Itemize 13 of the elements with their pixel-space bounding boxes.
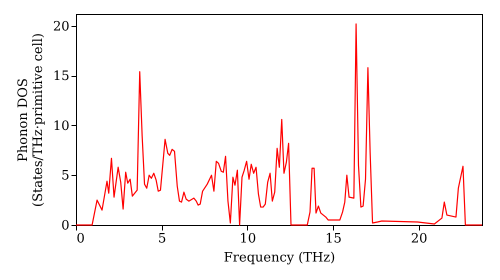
y-tick-label: 5 (61, 168, 70, 184)
y-axis-title: Phonon DOS (States/THz·primitive cell) (16, 32, 46, 208)
y-tick-label: 15 (52, 69, 70, 84)
y-tick-label: 10 (52, 118, 70, 134)
x-tick-label: 15 (325, 232, 342, 246)
x-tick-label: 5 (158, 232, 166, 246)
y-tick-label: 0 (61, 218, 70, 234)
x-axis-title: Frequency (THz) (224, 250, 336, 266)
line-series (75, 23, 483, 226)
x-tick-label: 20 (410, 232, 428, 246)
y-tick-label: 20 (52, 19, 70, 34)
x-tick-label: 0 (76, 232, 85, 246)
x-tick-label: 10 (240, 232, 256, 246)
